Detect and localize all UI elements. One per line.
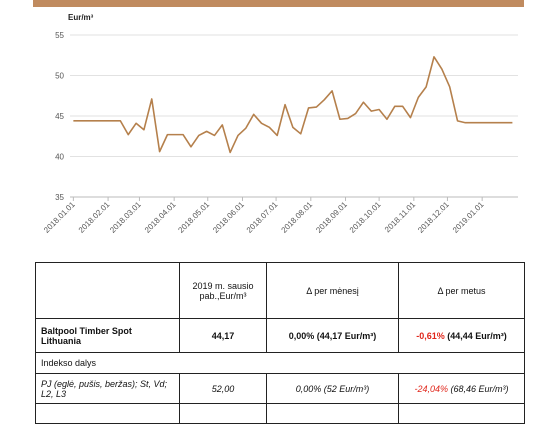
x-tick-label: 2018.12.01 — [416, 200, 451, 235]
row-value: 44,17 — [179, 318, 267, 353]
page: Eur/m³ 35 40 45 50 55 2018.01.01 2018.02.01 201… — [33, 0, 525, 424]
change: -0,61% — [416, 330, 445, 341]
y-tick-label: 35 — [55, 193, 64, 202]
y-axis-label: Eur/m³ — [68, 13, 94, 22]
header-cell: Δ per mėnesį — [266, 262, 399, 319]
x-tick-label: 2018.03.01 — [108, 200, 143, 235]
header-cell: Δ per metus — [398, 262, 525, 319]
x-tick-label: 2018.05.01 — [176, 200, 211, 235]
top-bar — [33, 0, 524, 7]
y-tick-label: 50 — [55, 72, 64, 81]
month-change: 0,00% (52 Eur/m³) — [266, 373, 399, 404]
change: -24,04% — [414, 383, 448, 394]
change: 0,00% — [288, 330, 315, 341]
row-name: Baltpool Timber Spot Lithuania — [35, 318, 180, 353]
year-change: -0,61% (44,44 Eur/m³) — [398, 318, 525, 353]
x-tick-label: 2018.11.01 — [383, 200, 418, 235]
row-value: 52,00 — [179, 373, 267, 404]
x-tick-label: 2019.01.01 — [451, 200, 486, 235]
base: (68,46 Eur/m³) — [450, 383, 509, 394]
x-tick-label: 2018.07.01 — [245, 200, 280, 235]
y-tick-label: 55 — [55, 31, 64, 40]
x-tick-label: 2018.01.01 — [42, 200, 77, 235]
x-tick-label: 2018.04.01 — [143, 200, 178, 235]
index-table: 2019 m. sausio pab.,Eur/m³ Δ per mėnesį … — [35, 262, 525, 424]
y-tick-label: 40 — [55, 153, 64, 162]
x-tick-label: 2018.06.01 — [211, 200, 246, 235]
y-tick-label: 45 — [55, 112, 64, 121]
row: PJ (eglė, pušis, beržas); St, Vd; L2, L3… — [35, 373, 525, 404]
section-label: Indekso dalys — [35, 352, 525, 374]
section-row: Indekso dalys — [35, 352, 525, 374]
header-row: 2019 m. sausio pab.,Eur/m³ Δ per mėnesį … — [35, 262, 525, 319]
row-name: PJ (eglė, pušis, beržas); St, Vd; L2, L3 — [35, 373, 180, 404]
x-tick-label: 2018.08.01 — [280, 200, 315, 235]
header-cell: 2019 m. sausio pab.,Eur/m³ — [179, 262, 267, 319]
month-change: 0,00% (44,17 Eur/m³) — [266, 318, 399, 353]
row: Baltpool Timber Spot Lithuania 44,17 0,0… — [35, 318, 525, 353]
row — [35, 403, 525, 424]
year-change: -24,04% (68,46 Eur/m³) — [398, 373, 525, 404]
change: 0,00% — [295, 383, 322, 394]
base: (52 Eur/m³) — [323, 383, 370, 394]
base: (44,44 Eur/m³) — [447, 330, 507, 341]
x-tick-label: 2018.02.01 — [77, 200, 112, 235]
base: (44,17 Eur/m³) — [316, 330, 377, 341]
x-tick-label: 2018.10.01 — [348, 200, 383, 235]
x-tick-label: 2018.09.01 — [314, 200, 349, 235]
line-series — [73, 56, 513, 154]
